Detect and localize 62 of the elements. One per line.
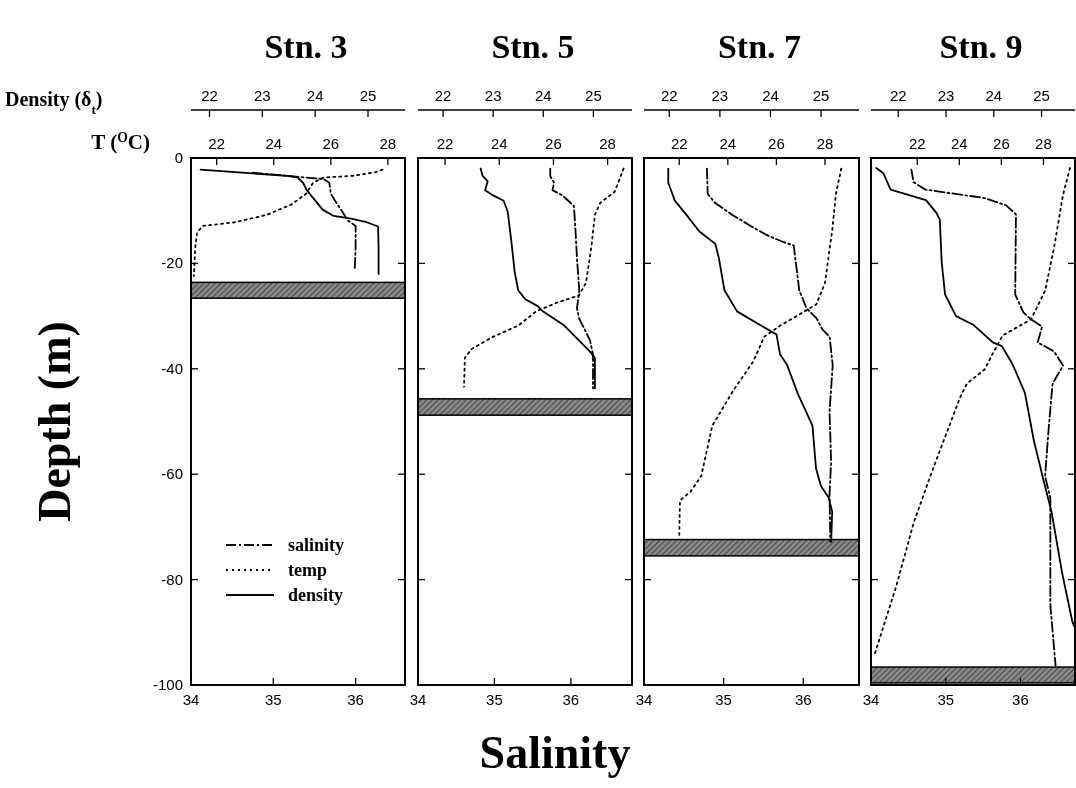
y-tick-label: -80: [161, 570, 183, 588]
x-tick-label: 34: [862, 691, 880, 708]
x-tick-label: 35: [264, 691, 282, 708]
x-tick-label: 25: [1033, 87, 1050, 104]
x-tick-label: 23: [937, 87, 955, 104]
x2-tick-label: 22: [908, 135, 926, 152]
x2-tick-label: 22: [436, 135, 454, 152]
x-tick-label: 24: [534, 87, 552, 104]
x2-tick-label: 26: [322, 135, 340, 152]
y-tick-label: -40: [161, 359, 183, 377]
y-tick-label: -60: [161, 465, 183, 483]
x-tick-label: 25: [585, 87, 602, 104]
x2-tick-label: 26: [768, 135, 785, 152]
x2-tick-label: 26: [545, 135, 562, 152]
x2-tick-label: 24: [950, 135, 968, 152]
line-series: [251, 171, 357, 270]
x-tick-label: 24: [985, 87, 1003, 104]
x-tick-label: 25: [359, 87, 377, 104]
y-axis-title: Depth (m): [29, 321, 80, 522]
legend-label: salinity: [288, 535, 345, 555]
x2-axis-title: T ($^{O}$C): [91, 129, 150, 154]
chart-title: Stn. 5: [491, 28, 575, 65]
x-tick-label: 36: [1012, 691, 1029, 708]
x-tick-label: 36: [562, 691, 580, 708]
x-tick-label: 35: [715, 691, 732, 708]
x2-tick-label: 28: [1035, 135, 1052, 152]
x-tick-label: 22: [434, 87, 452, 104]
x-axis-title: Density (δ$_{t}$): [5, 88, 103, 117]
x2-tick-label: 28: [379, 135, 397, 152]
x-tick-label: 22: [201, 87, 218, 104]
x2-tick-label: 26: [993, 135, 1010, 152]
x-tick-label: 34: [635, 691, 653, 708]
chart-title: Stn. 3: [264, 28, 348, 65]
x-tick-label: 23: [711, 87, 729, 104]
x-tick-label: 23: [484, 87, 502, 104]
x-tick-label: 34: [409, 691, 427, 708]
x2-tick-label: 28: [599, 135, 616, 152]
y-tick-label: -20: [161, 254, 183, 272]
x-tick-label: 24: [306, 87, 324, 104]
x2-tick-label: 22: [208, 135, 226, 152]
y-tick-label: -100: [152, 676, 183, 693]
x-tick-label: 35: [937, 691, 955, 708]
x-tick-label: 36: [794, 691, 812, 708]
x-tick-label: 34: [182, 691, 200, 708]
x-tick-label: 22: [889, 87, 907, 104]
chart-title: Stn. 7: [717, 28, 802, 65]
x-tick-label: 24: [762, 87, 779, 104]
x2-tick-label: 24: [719, 135, 737, 152]
x2-tick-label: 28: [816, 135, 834, 152]
x2-tick-label: 22: [670, 135, 688, 152]
x-tick-label: 35: [486, 691, 503, 708]
x-tick-label: 22: [660, 87, 678, 104]
x-axis-title: Salinity: [479, 727, 631, 778]
legend-label: density: [288, 585, 344, 605]
x-tick-label: 36: [347, 691, 364, 708]
x-tick-label: 25: [812, 87, 830, 104]
x2-tick-label: 24: [490, 135, 508, 152]
y-tick-label: 0: [174, 149, 183, 166]
x2-tick-label: 24: [265, 135, 283, 152]
legend-label: temp: [288, 560, 327, 580]
x-tick-label: 23: [253, 87, 271, 104]
chart-title: Stn. 9: [939, 28, 1023, 65]
